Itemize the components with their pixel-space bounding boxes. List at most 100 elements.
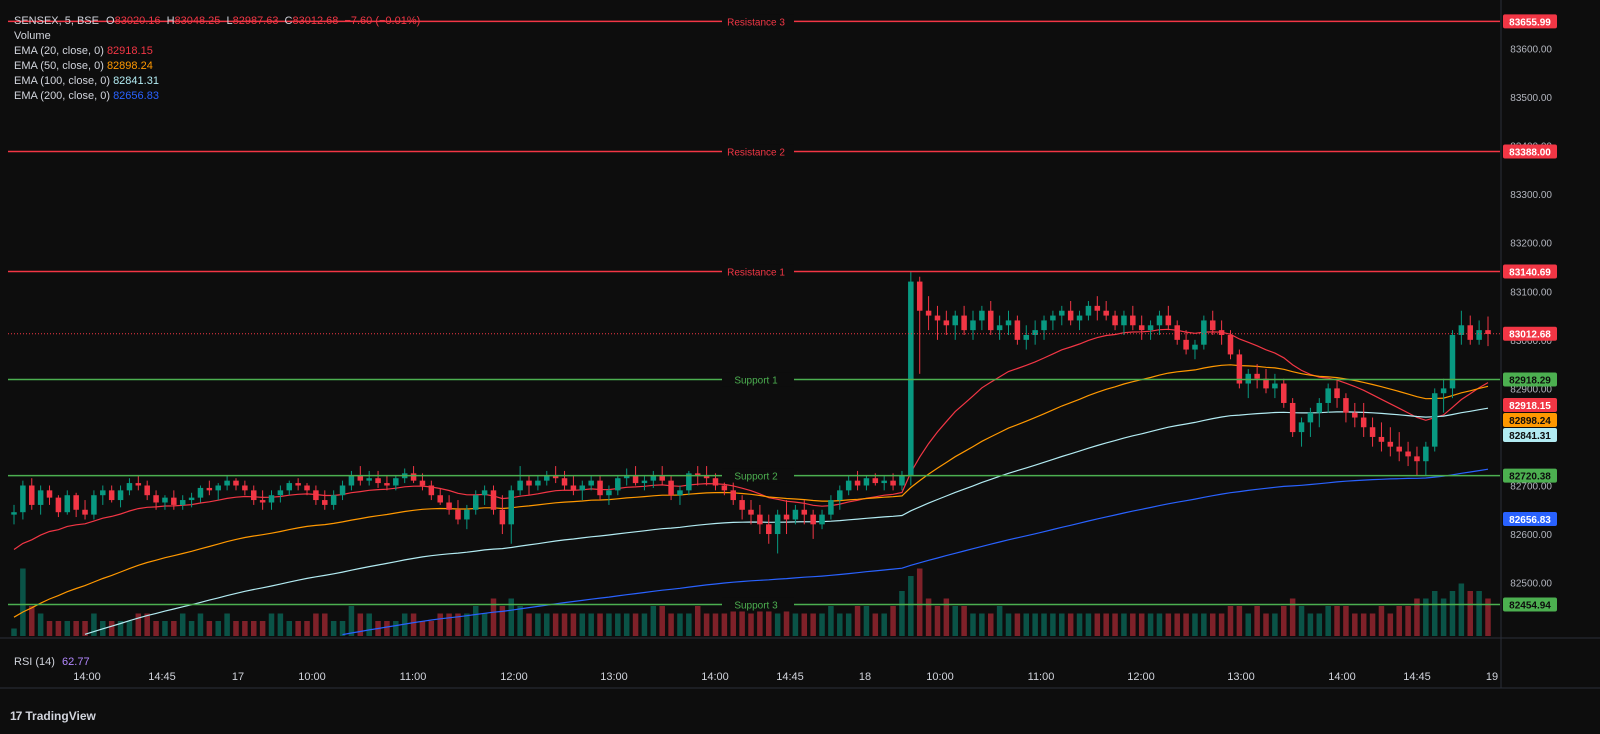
candle xyxy=(517,466,523,496)
tradingview-brand[interactable]: 17 TradingView xyxy=(10,709,96,723)
candle-body xyxy=(659,475,665,481)
volume-legend[interactable]: Volume xyxy=(14,30,51,42)
candle xyxy=(552,466,559,484)
candle xyxy=(739,495,745,520)
candle xyxy=(348,470,355,491)
candle-body xyxy=(970,320,976,331)
volume-bar xyxy=(712,613,719,636)
ema-100-legend[interactable]: EMA (100, close, 0) 82841.31 xyxy=(14,74,420,89)
candle-body xyxy=(1165,315,1172,326)
volume-bar xyxy=(1476,591,1482,636)
candle-body xyxy=(1281,383,1287,403)
x-tick-label: 10:00 xyxy=(298,671,326,683)
candle xyxy=(126,478,133,496)
candle xyxy=(1236,349,1243,389)
candle xyxy=(1360,402,1367,437)
candle xyxy=(1316,398,1323,428)
volume-bar xyxy=(1192,613,1198,636)
candle xyxy=(1147,320,1154,340)
volume-bar xyxy=(837,613,843,636)
candle xyxy=(215,483,221,501)
candle-body xyxy=(1183,339,1189,350)
ema-50-legend[interactable]: EMA (50, close, 0) 82898.24 xyxy=(14,59,420,74)
candle-body xyxy=(650,475,657,481)
x-tick-label: 19 xyxy=(1486,671,1498,683)
volume-bar xyxy=(1423,598,1429,636)
volume-bar xyxy=(384,621,390,636)
candle-body xyxy=(517,480,523,491)
candle-body xyxy=(837,490,843,501)
y-tick-label: 83000.00 xyxy=(1510,336,1552,347)
candle-body xyxy=(428,485,435,496)
candle-body xyxy=(703,475,710,479)
candle xyxy=(801,500,808,525)
candle xyxy=(863,475,870,491)
candle-body xyxy=(730,490,736,501)
volume-bar xyxy=(1254,606,1260,636)
volume-bar xyxy=(1014,613,1021,636)
candle xyxy=(64,490,71,515)
candle-body xyxy=(64,495,71,513)
candle-body xyxy=(55,497,62,513)
candle xyxy=(1032,320,1038,345)
candle-body xyxy=(934,315,941,321)
volume-bar xyxy=(1112,613,1118,636)
candle xyxy=(597,475,603,501)
volume-bar xyxy=(730,606,736,636)
candle-body xyxy=(783,514,790,520)
change-value: −7.60 (−0.01%) xyxy=(344,15,421,27)
candle-body xyxy=(952,315,958,326)
candle-body xyxy=(1085,305,1092,316)
candle-body xyxy=(561,478,568,486)
candle xyxy=(615,475,621,496)
volume-bar xyxy=(774,613,781,636)
volume-bar xyxy=(401,613,408,636)
candle-body xyxy=(1414,456,1420,462)
ohlc-row: SENSEX, 5, BSE O83020.16 H83048.25 L8298… xyxy=(14,14,420,29)
candle-body xyxy=(1236,354,1243,384)
candle-body xyxy=(1289,402,1296,433)
candle-body xyxy=(393,478,399,486)
candle-body xyxy=(890,480,896,486)
volume-bar xyxy=(872,613,879,636)
candle-body xyxy=(677,490,683,496)
ema-20-legend[interactable]: EMA (20, close, 0) 82918.15 xyxy=(14,44,420,59)
candle-body xyxy=(1476,330,1482,340)
candle-body xyxy=(1147,325,1154,331)
volume-bar xyxy=(845,613,852,636)
candle xyxy=(1014,315,1021,345)
x-tick-label: 14:45 xyxy=(776,671,804,683)
candle xyxy=(925,296,932,331)
volume-bar xyxy=(1485,598,1491,636)
candle xyxy=(1059,305,1065,326)
candle xyxy=(677,485,683,505)
volume-bar xyxy=(1156,613,1163,636)
candle xyxy=(313,485,319,505)
volume-bar xyxy=(739,606,745,636)
volume-bar xyxy=(73,621,79,636)
candle-body xyxy=(490,490,497,510)
candle-body xyxy=(1050,315,1056,321)
symbol-label[interactable]: SENSEX, 5, BSE xyxy=(14,15,99,27)
candle xyxy=(1405,441,1411,467)
candle-body xyxy=(1130,315,1136,326)
candle xyxy=(162,495,168,510)
candle-body xyxy=(1227,334,1234,355)
candle-body xyxy=(277,490,284,496)
brand-name: TradingView xyxy=(25,709,96,723)
candle-body xyxy=(686,473,692,491)
candle-body xyxy=(863,478,870,486)
candle xyxy=(233,478,239,491)
ema-200-legend[interactable]: EMA (200, close, 0) 82656.83 xyxy=(14,89,420,104)
volume-bar xyxy=(313,613,319,636)
x-tick-label: 12:00 xyxy=(500,671,528,683)
rsi-legend[interactable]: RSI (14) 62.77 xyxy=(14,656,90,668)
candle xyxy=(1076,310,1083,331)
level-price-label: 82454.94 xyxy=(1509,600,1551,611)
candle xyxy=(144,480,150,501)
volume-bar xyxy=(544,613,550,636)
candle xyxy=(37,485,44,515)
candle xyxy=(1094,296,1101,321)
x-tick-label: 12:00 xyxy=(1127,671,1155,683)
